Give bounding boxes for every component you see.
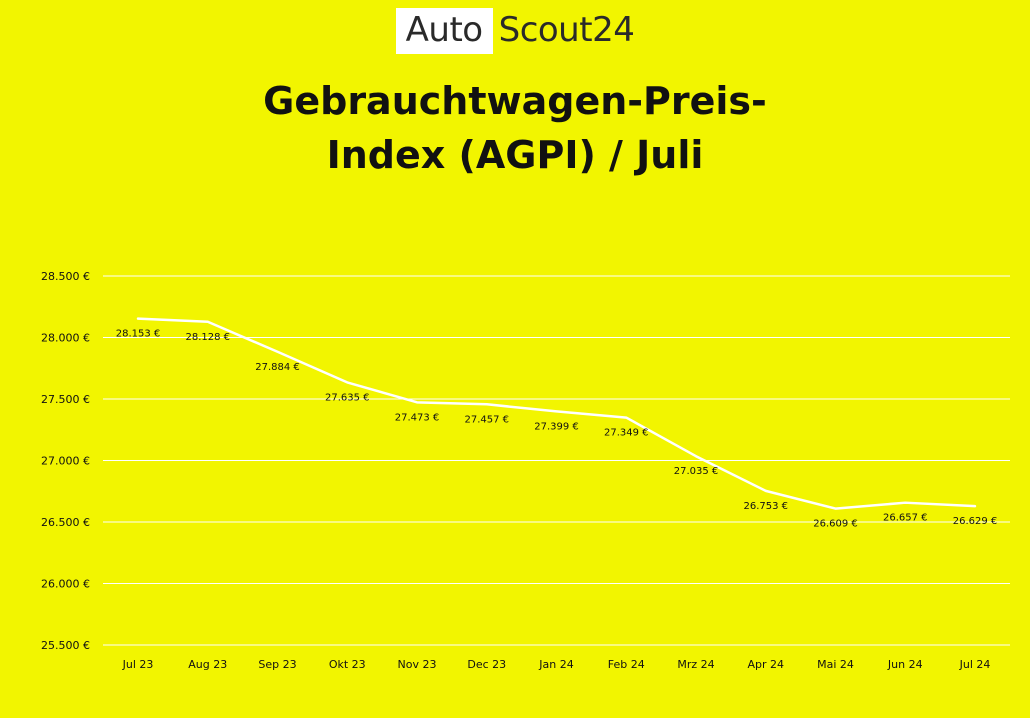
x-tick-label: Feb 24 xyxy=(608,658,645,671)
chart-title: Gebrauchtwagen-Preis- Index (AGPI) / Jul… xyxy=(0,74,1030,182)
autoscout24-logo: Auto Scout24 xyxy=(0,8,1030,54)
y-tick-label: 26.000 € xyxy=(41,578,90,591)
y-axis-ticks: 25.500 € 26.000 € 26.500 € 27.000 € 27.500 €… xyxy=(41,270,90,652)
logo-auto-text: Auto xyxy=(395,8,493,54)
data-label: 26.609 € xyxy=(813,519,858,530)
data-label: 27.349 € xyxy=(604,428,649,439)
x-tick-label: Sep 23 xyxy=(258,658,296,671)
series-line-group xyxy=(136,317,977,510)
x-tick-label: Jul 23 xyxy=(122,658,154,671)
data-label: 28.128 € xyxy=(185,332,230,343)
series-line xyxy=(136,317,977,510)
grid-lines xyxy=(103,275,1010,646)
y-tick-label: 25.500 € xyxy=(41,639,90,652)
y-tick-label: 26.500 € xyxy=(41,516,90,529)
x-tick-label: Nov 23 xyxy=(398,658,437,671)
x-axis-ticks: Jul 23 Aug 23 Sep 23 Okt 23 Nov 23 Dec 23 Jan … xyxy=(122,658,991,671)
data-labels: 28.153 € 28.128 € 27.884 € 27.635 € 27.473 €… xyxy=(116,329,998,530)
y-tick-label: 28.500 € xyxy=(41,270,90,283)
data-label: 27.473 € xyxy=(395,412,440,423)
x-tick-label: Mrz 24 xyxy=(677,658,714,671)
data-label: 27.399 € xyxy=(534,421,579,432)
data-label: 27.035 € xyxy=(674,466,719,477)
data-label: 27.457 € xyxy=(464,414,509,425)
x-tick-label: Apr 24 xyxy=(747,658,784,671)
logo-scout-text: Scout24 xyxy=(498,10,635,50)
chart-title-line2: Index (AGPI) / Juli xyxy=(326,133,704,177)
x-tick-label: Jun 24 xyxy=(887,658,923,671)
chart-title-line1: Gebrauchtwagen-Preis- xyxy=(263,79,767,123)
y-tick-label: 27.000 € xyxy=(41,455,90,468)
data-label: 26.629 € xyxy=(953,516,998,527)
data-label: 26.753 € xyxy=(743,501,788,512)
x-tick-label: Dec 23 xyxy=(467,658,506,671)
data-label: 27.635 € xyxy=(325,392,370,403)
x-tick-label: Aug 23 xyxy=(188,658,227,671)
x-tick-label: Okt 23 xyxy=(329,658,366,671)
x-tick-label: Jul 24 xyxy=(959,658,991,671)
y-tick-label: 28.000 € xyxy=(41,332,90,345)
x-tick-label: Jan 24 xyxy=(538,658,573,671)
x-tick-label: Mai 24 xyxy=(817,658,854,671)
data-label: 28.153 € xyxy=(116,329,161,340)
data-label: 27.884 € xyxy=(255,362,300,373)
data-label: 26.657 € xyxy=(883,513,928,524)
y-tick-label: 27.500 € xyxy=(41,393,90,406)
